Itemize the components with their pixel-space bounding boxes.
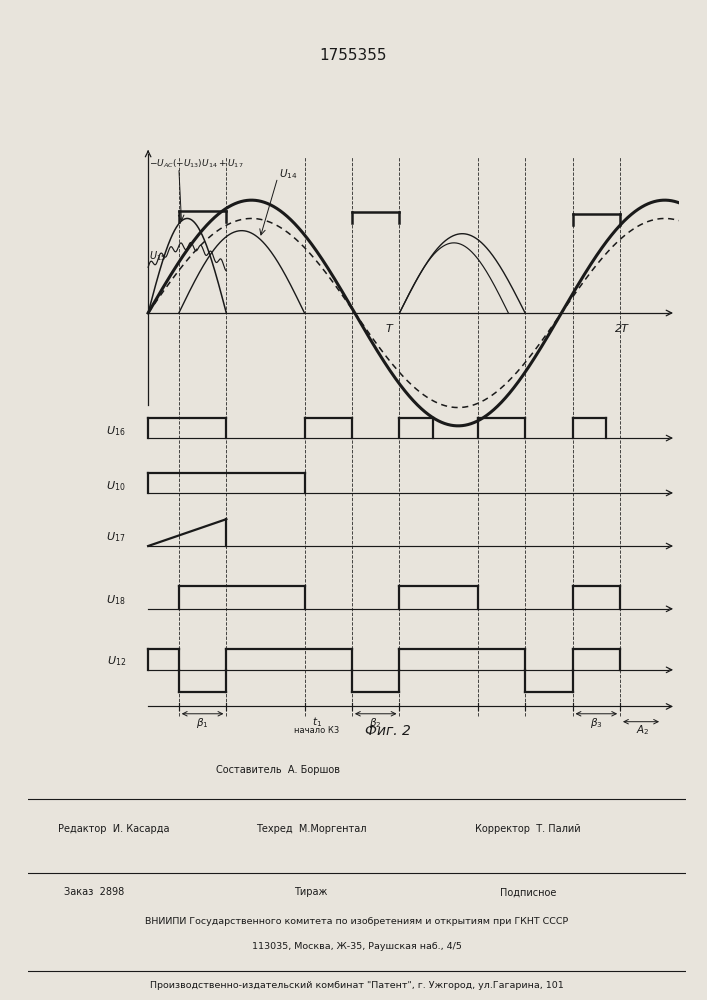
Text: $A_2$: $A_2$ xyxy=(636,724,649,737)
Text: $U_{14}$: $U_{14}$ xyxy=(279,167,298,181)
Text: $t_1$: $t_1$ xyxy=(312,716,322,729)
Text: $U_{18}$: $U_{18}$ xyxy=(106,593,126,607)
Text: Заказ  2898: Заказ 2898 xyxy=(64,887,124,897)
Text: Подписное: Подписное xyxy=(500,887,556,897)
Text: T: T xyxy=(385,324,392,334)
Text: $U_{10}$: $U_{10}$ xyxy=(106,479,126,493)
Text: $U_{12}$: $U_{12}$ xyxy=(107,654,126,668)
Text: $\beta_2$: $\beta_2$ xyxy=(370,716,382,730)
Text: $-U_{AC}(-U_{13})U_{14}+U_{17}$: $-U_{AC}(-U_{13})U_{14}+U_{17}$ xyxy=(149,157,244,170)
Text: начало К3: начало К3 xyxy=(294,726,339,735)
Text: Корректор  Т. Палий: Корректор Т. Палий xyxy=(475,824,580,834)
Text: $U_{17}$: $U_{17}$ xyxy=(107,530,126,544)
Text: $\beta_3$: $\beta_3$ xyxy=(590,716,602,730)
Text: Фиг. 2: Фиг. 2 xyxy=(366,724,411,738)
Text: 113035, Москва, Ж-35, Раушская наб., 4/5: 113035, Москва, Ж-35, Раушская наб., 4/5 xyxy=(252,942,462,951)
Text: Редактор  И. Касарда: Редактор И. Касарда xyxy=(58,824,170,834)
Text: $U_{16}$: $U_{16}$ xyxy=(106,424,126,438)
Text: Производственно-издательский комбинат "Патент", г. Ужгород, ул.Гагарина, 101: Производственно-издательский комбинат "П… xyxy=(150,981,564,990)
Text: ВНИИПИ Государственного комитета по изобретениям и открытиям при ГКНТ СССР: ВНИИПИ Государственного комитета по изоб… xyxy=(146,917,568,926)
Text: 2T: 2T xyxy=(614,324,629,334)
Text: Тираж: Тираж xyxy=(294,887,328,897)
Text: Составитель  А. Боршов: Составитель А. Боршов xyxy=(216,765,340,775)
Text: $U_{15}$: $U_{15}$ xyxy=(149,249,166,263)
Text: Техред  М.Моргентал: Техред М.Моргентал xyxy=(256,824,366,834)
Text: $\beta_1$: $\beta_1$ xyxy=(197,716,209,730)
Text: 1755355: 1755355 xyxy=(320,47,387,62)
